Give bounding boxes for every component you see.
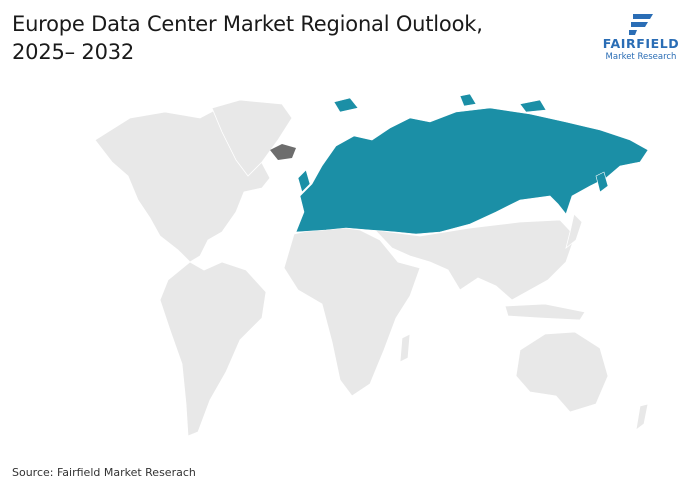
australia bbox=[515, 331, 609, 413]
logo-name: FAIRFIELD bbox=[603, 36, 680, 51]
logo: FAIRFIELD Market Research bbox=[603, 14, 680, 62]
asia bbox=[373, 219, 576, 301]
madagascar bbox=[399, 333, 411, 363]
new-zealand bbox=[635, 403, 649, 431]
arctic-islands bbox=[459, 93, 547, 113]
south-america bbox=[159, 261, 267, 437]
japan bbox=[565, 213, 583, 250]
title-line: Europe Data Center Market Regional Outlo… bbox=[12, 12, 483, 36]
africa bbox=[283, 225, 421, 397]
north-america bbox=[94, 109, 271, 263]
source: Source: Fairfield Market Reserach bbox=[12, 466, 196, 479]
sakhalin bbox=[595, 171, 609, 193]
uk bbox=[297, 169, 311, 193]
europe-russia bbox=[295, 107, 649, 235]
greenland bbox=[211, 99, 293, 177]
title: Europe Data Center Market Regional Outlo… bbox=[12, 10, 483, 66]
indonesia bbox=[504, 303, 586, 321]
logo-tagline: Market Research bbox=[606, 52, 677, 62]
logo-icon bbox=[629, 14, 653, 35]
title-line: 2025– 2032 bbox=[12, 40, 135, 64]
iceland bbox=[270, 144, 296, 160]
novaya-zemlya bbox=[333, 97, 359, 113]
